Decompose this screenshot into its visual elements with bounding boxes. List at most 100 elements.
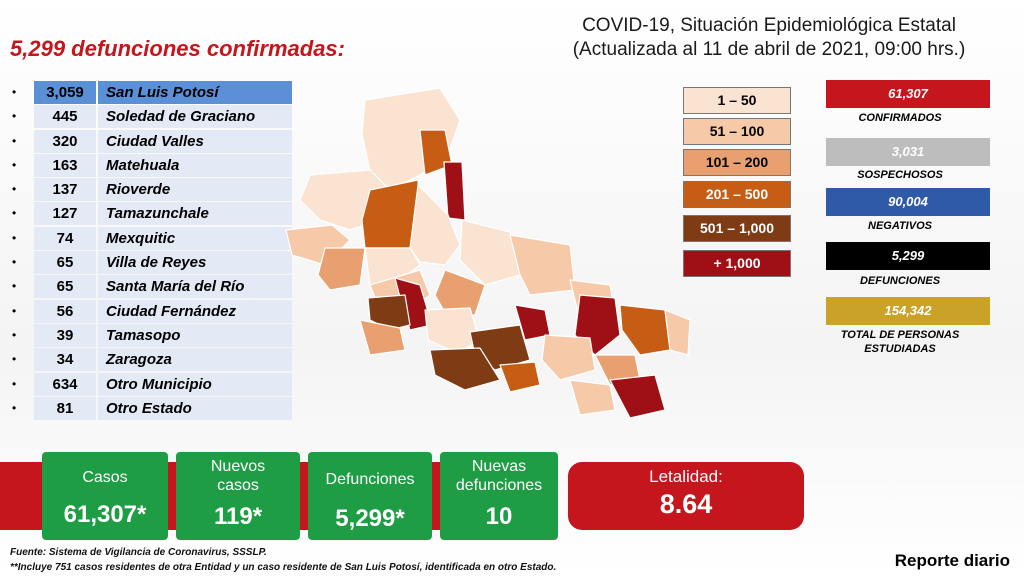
map-region <box>619 304 671 356</box>
lethality-label: Letalidad: <box>649 467 723 486</box>
footnote: **Incluye 751 casos residentes de otra E… <box>10 562 557 573</box>
total-studied-value-box: 154,342 <box>826 297 990 325</box>
bullet-icon: • <box>12 376 17 391</box>
deaths-count: 127 <box>34 202 96 226</box>
legend-label: 1 – 50 <box>717 92 757 108</box>
new-deaths-value: 10 <box>485 503 513 530</box>
municipality-name: Ciudad Fernández <box>98 299 292 323</box>
legend-item: + 1,000 <box>683 250 791 277</box>
municipality-name: San Luis Potosí <box>98 81 292 104</box>
deaths-count: 65 <box>34 251 96 275</box>
map-region <box>499 361 541 393</box>
card-lethality: Letalidad: 8.64 <box>568 462 804 530</box>
title-line-2: (Actualizada al 11 de abril de 2021, 09:… <box>572 39 966 60</box>
deaths-card-label: Defunciones <box>325 471 415 488</box>
cases-value: 61,307* <box>63 501 147 528</box>
deaths-count: 634 <box>34 372 96 396</box>
map-region <box>317 247 366 291</box>
report-label: Reporte diario <box>894 551 1010 570</box>
negative-value: 90,004 <box>888 194 928 209</box>
list-item: • 39 Tamasopo <box>12 323 292 348</box>
legend-item: 51 – 100 <box>683 118 791 145</box>
legend-label: 101 – 200 <box>705 154 769 170</box>
confirmed-value-box: 61,307 <box>826 80 990 108</box>
suspected-label: SOSPECHOSOS <box>857 169 943 181</box>
municipality-name: Zaragoza <box>98 348 292 372</box>
municipality-name: Mexquitic <box>98 226 292 250</box>
bullet-icon: • <box>12 303 17 318</box>
list-item: • 74 Mexquitic <box>12 226 292 251</box>
negative-label: NEGATIVOS <box>868 220 932 232</box>
municipality-deaths-list: • 3,059 San Luis Potosí • 445 Soledad de Gra… <box>12 81 292 421</box>
state-choropleth-map <box>285 87 691 419</box>
map-region <box>359 319 406 356</box>
deaths-value: 5,299 <box>891 248 925 263</box>
municipality-name: Otro Estado <box>98 396 292 420</box>
list-item: • 634 Otro Municipio <box>12 372 292 397</box>
map-region <box>569 379 616 416</box>
list-item: • 163 Matehuala <box>12 153 292 178</box>
legend-item: 1 – 50 <box>683 87 791 114</box>
legend-label: 501 – 1,000 <box>700 220 774 236</box>
map-region <box>664 309 691 356</box>
title-line-1: COVID-19, Situación Epidemiológica Estat… <box>582 15 956 36</box>
deaths-value-box: 5,299 <box>826 242 990 270</box>
map-region <box>429 347 501 391</box>
new-cases-label: Nuevos casos <box>210 458 266 494</box>
legend-item: 201 – 500 <box>683 181 791 208</box>
map-region <box>361 87 461 191</box>
cases-label: Casos <box>82 469 128 486</box>
total-studied-value: 154,342 <box>884 303 932 318</box>
total-studied-label: TOTAL DE PERSONAS ESTUDIADAS <box>840 329 960 355</box>
bullet-icon: • <box>12 157 17 172</box>
bullet-icon: • <box>12 182 17 197</box>
new-cases-value: 119* <box>213 503 263 530</box>
deaths-headline: 5,299 defunciones confirmadas: <box>10 36 345 61</box>
new-deaths-label: Nuevas defunciones <box>455 458 543 494</box>
legend-label: 201 – 500 <box>705 186 769 202</box>
deaths-count: 74 <box>34 226 96 250</box>
deaths-count: 34 <box>34 348 96 372</box>
municipality-name: Ciudad Valles <box>98 129 292 153</box>
deaths-count: 81 <box>34 396 96 420</box>
municipality-name: Otro Municipio <box>98 372 292 396</box>
deaths-count: 39 <box>34 323 96 347</box>
bullet-icon: • <box>12 255 17 270</box>
list-item: • 137 Rioverde <box>12 178 292 202</box>
municipality-name: Rioverde <box>98 178 292 202</box>
map-region <box>424 307 481 353</box>
map-region <box>541 334 596 381</box>
negative-value-box: 90,004 <box>826 188 990 216</box>
bullet-icon: • <box>12 279 17 294</box>
card-new-deaths: Nuevas defunciones 10 <box>440 452 558 540</box>
deaths-card-value: 5,299* <box>335 505 405 532</box>
map-region <box>609 374 666 419</box>
deaths-count: 320 <box>34 129 96 153</box>
list-item: • 65 Villa de Reyes <box>12 251 292 275</box>
legend-label: + 1,000 <box>713 255 761 271</box>
confirmed-label: CONFIRMADOS <box>858 112 942 124</box>
confirmed-value: 61,307 <box>888 86 928 101</box>
bullet-icon: • <box>12 133 17 148</box>
suspected-value: 3,031 <box>891 144 925 159</box>
municipality-name: Soledad de Graciano <box>98 105 292 129</box>
deaths-count: 65 <box>34 275 96 299</box>
bullet-icon: • <box>12 400 17 415</box>
list-item: • 56 Ciudad Fernández <box>12 299 292 324</box>
bullet-icon: • <box>12 230 17 245</box>
bullet-icon: • <box>12 206 17 221</box>
list-item: • 445 Soledad de Graciano <box>12 105 292 129</box>
municipality-name: Tamazunchale <box>98 202 292 226</box>
municipality-name: Villa de Reyes <box>98 251 292 275</box>
map-region <box>443 161 466 221</box>
municipality-name: Tamasopo <box>98 323 292 347</box>
card-cases: Casos 61,307* <box>42 452 168 540</box>
deaths-count: 56 <box>34 299 96 323</box>
suspected-value-box: 3,031 <box>826 138 990 166</box>
page-title: COVID-19, Situación Epidemiológica Estat… <box>534 14 1004 62</box>
municipality-name: Matehuala <box>98 153 292 177</box>
bullet-icon: • <box>12 352 17 367</box>
list-item: • 81 Otro Estado <box>12 396 292 421</box>
map-region <box>459 219 521 286</box>
card-new-cases: Nuevos casos 119* <box>176 452 300 540</box>
